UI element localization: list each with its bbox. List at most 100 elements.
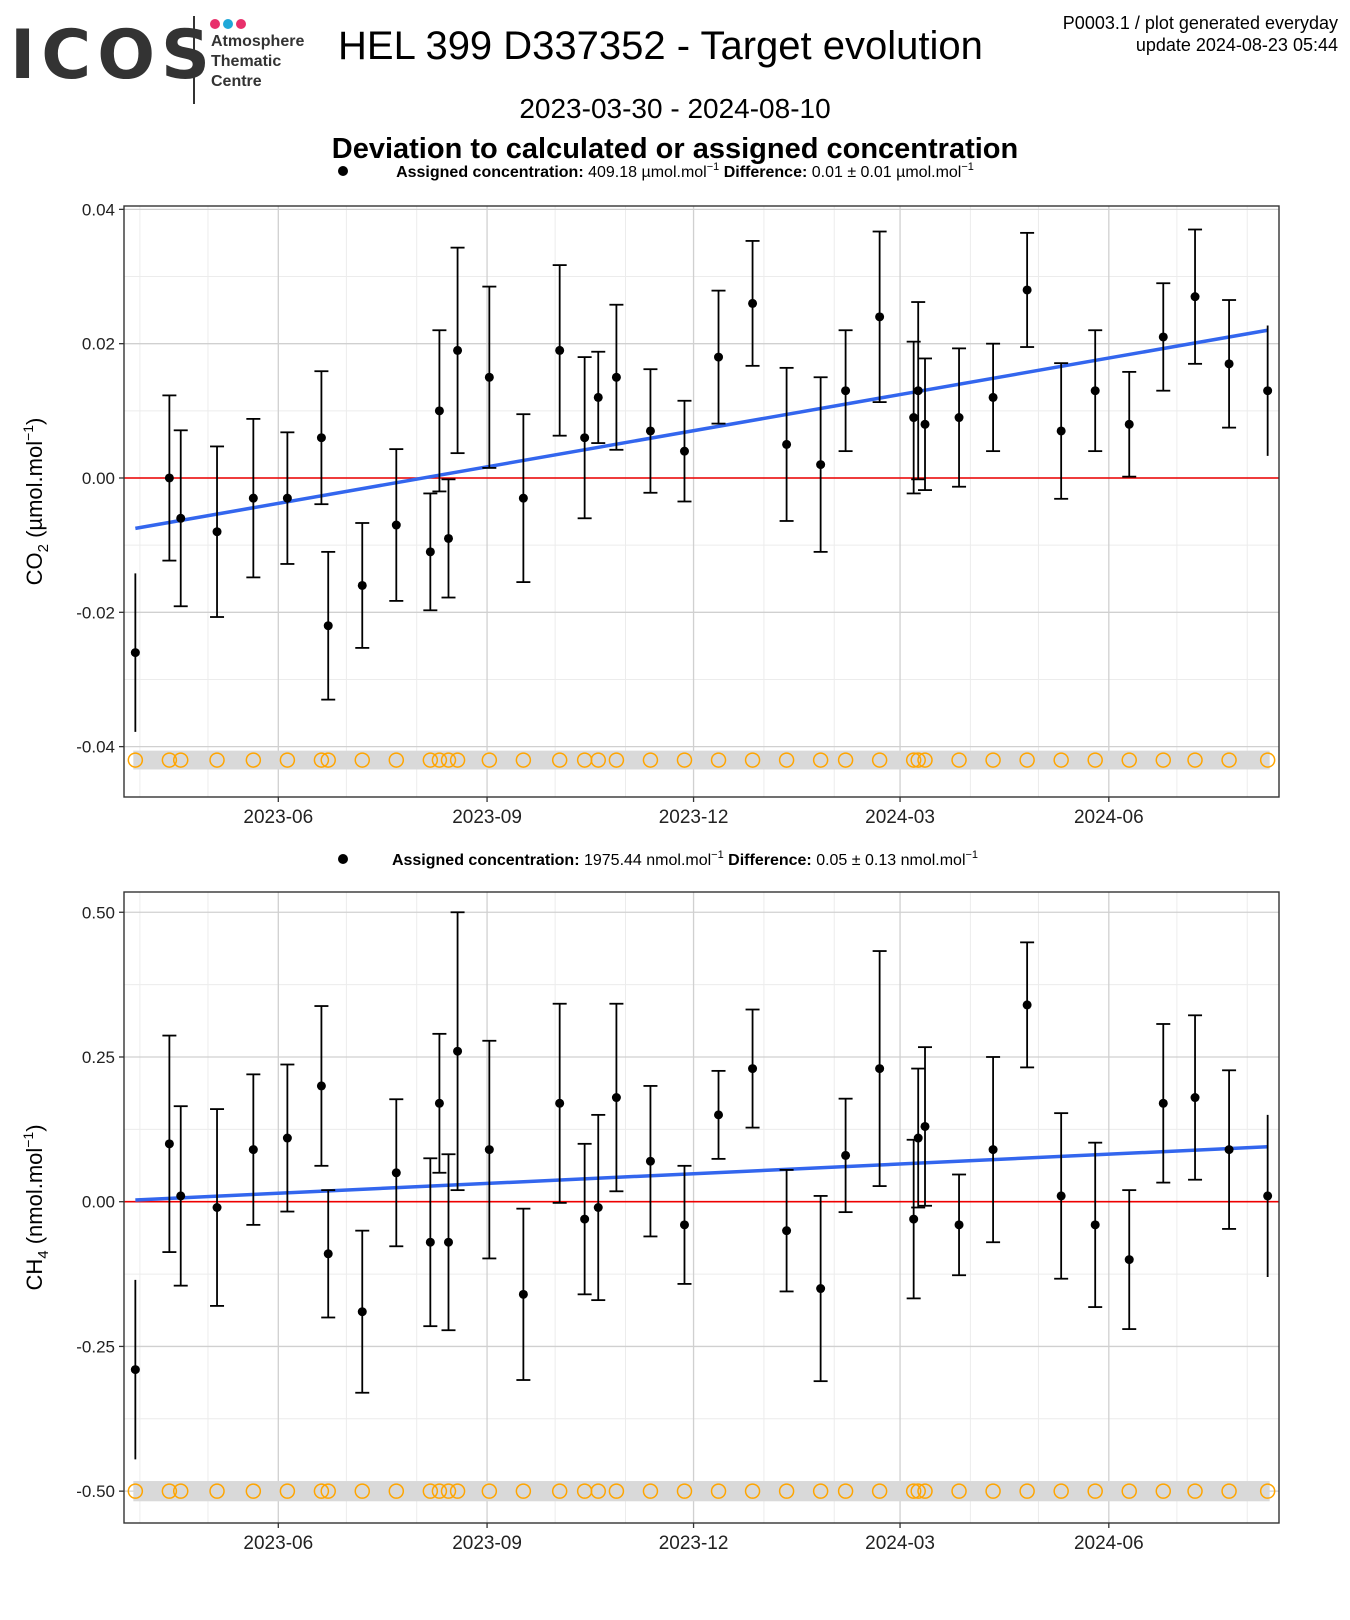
data-point — [920, 1121, 930, 1131]
data-point — [443, 1237, 453, 1247]
data-point — [357, 1307, 367, 1317]
legend-part-4: Difference: — [724, 852, 816, 869]
info-line-2: update 2024-08-23 05:44 — [1135, 35, 1338, 55]
flag-circle — [209, 752, 225, 768]
legend-text: Assigned concentration: 409.18 µmol.mol−… — [396, 161, 974, 181]
legend-part-6: −1 — [961, 161, 974, 173]
flag-circle — [422, 752, 439, 768]
flag-circle — [172, 752, 189, 768]
flag-circle — [481, 1483, 498, 1499]
flag-circle — [449, 1483, 466, 1499]
data-point — [679, 446, 689, 456]
logo-dots — [210, 16, 249, 34]
flag-circle — [313, 1483, 330, 1499]
data-point — [1022, 1000, 1032, 1010]
flag-circle — [778, 752, 795, 768]
y-tick-label: 0.25 — [82, 1048, 115, 1067]
y-axis-title: CH4 (nmol.mol−1) — [20, 1124, 52, 1290]
x-tick-label: 2023-09 — [452, 807, 522, 828]
flag-circle — [590, 1483, 607, 1499]
flag-circle — [551, 752, 568, 768]
x-tick-label: 2023-12 — [659, 807, 729, 828]
data-point — [282, 493, 292, 503]
flag-circle — [985, 752, 1001, 768]
flag-circle — [871, 752, 888, 768]
y-axis-title-superscript: −1 — [20, 1132, 36, 1148]
flag-circle — [431, 1483, 448, 1499]
flag-circle — [910, 1483, 926, 1499]
x-tick-label: 2024-06 — [1074, 807, 1144, 828]
flag-circle — [161, 752, 178, 768]
legend-part-5: 0.01 ± 0.01 µmol.mol — [812, 164, 962, 181]
data-point — [1158, 1098, 1168, 1108]
flag-circle — [440, 752, 457, 768]
flag-circle — [871, 1483, 888, 1499]
legend-dot — [338, 854, 348, 864]
data-point — [130, 648, 140, 658]
x-tick-label: 2024-06 — [1074, 1533, 1144, 1554]
flag-circle — [320, 752, 336, 768]
plot-border — [123, 891, 1280, 1524]
data-point — [518, 1289, 528, 1299]
data-point — [580, 433, 590, 443]
logo-dot-2 — [223, 19, 233, 29]
data-point — [714, 1110, 724, 1120]
flag-circle — [608, 752, 625, 768]
flag-circle — [1187, 752, 1203, 768]
data-point — [593, 1203, 603, 1212]
flag-circle — [440, 1483, 457, 1499]
logo-dot-3 — [236, 19, 246, 29]
flag-circle — [1187, 1483, 1203, 1499]
y-axis-title-unit: (nmol.mol — [22, 1148, 47, 1251]
x-tick-label: 2023-12 — [659, 1533, 729, 1554]
flag-circle — [608, 1483, 625, 1499]
data-point — [484, 372, 494, 382]
flag-circle — [951, 752, 967, 768]
data-point — [434, 1098, 444, 1108]
y-axis-title-main: CO — [22, 552, 47, 585]
flag-circle — [279, 1483, 296, 1499]
flag-circle — [1053, 752, 1069, 768]
y-axis-title: CO2 (µmol.mol−1) — [20, 418, 52, 586]
data-point — [909, 1214, 919, 1224]
data-point — [920, 419, 930, 429]
trend-line — [135, 328, 1268, 531]
chart-panel-1: Assigned concentration: 409.18 µmol.mol−… — [20, 161, 1280, 828]
data-point — [391, 520, 401, 530]
data-point — [1124, 419, 1134, 429]
flag-circle — [812, 1483, 829, 1499]
flag-circle — [422, 1483, 439, 1499]
y-tick-label: 0.00 — [82, 469, 115, 488]
logo-subtext: Atmosphere Thematic Centre — [211, 32, 304, 92]
data-point — [176, 513, 186, 523]
flag-circle — [515, 1483, 532, 1499]
data-point — [841, 1150, 851, 1160]
flag-band — [133, 1481, 1270, 1502]
data-point — [593, 392, 603, 402]
data-point — [714, 352, 724, 362]
flag-circle — [1087, 752, 1103, 768]
date-range: 2023-03-30 - 2024-08-10 — [519, 93, 831, 124]
y-axis-title-superscript: −1 — [20, 425, 36, 441]
flag-circle — [481, 752, 498, 768]
data-point — [988, 392, 998, 402]
flag-circle — [127, 752, 144, 768]
flag-circle — [354, 1483, 371, 1499]
plot-background — [124, 206, 1279, 797]
data-point — [323, 621, 333, 631]
flag-circle — [209, 1483, 225, 1499]
flag-circle — [642, 1483, 659, 1499]
data-point — [816, 1284, 826, 1294]
flag-circle — [161, 1483, 178, 1499]
legend-part-2: 409.18 µmol.mol — [588, 164, 707, 181]
data-point — [453, 345, 463, 355]
logo-divider — [193, 16, 195, 104]
flag-circle — [985, 1483, 1001, 1499]
flag-circle — [551, 1483, 568, 1499]
data-point — [909, 413, 919, 423]
legend-part-6: −1 — [966, 849, 979, 861]
legend-part-5: 0.05 ± 0.13 nmol.mol — [816, 852, 965, 869]
data-point — [453, 1046, 463, 1056]
flag-circle — [388, 1483, 405, 1499]
flag-circle — [1121, 1483, 1137, 1499]
